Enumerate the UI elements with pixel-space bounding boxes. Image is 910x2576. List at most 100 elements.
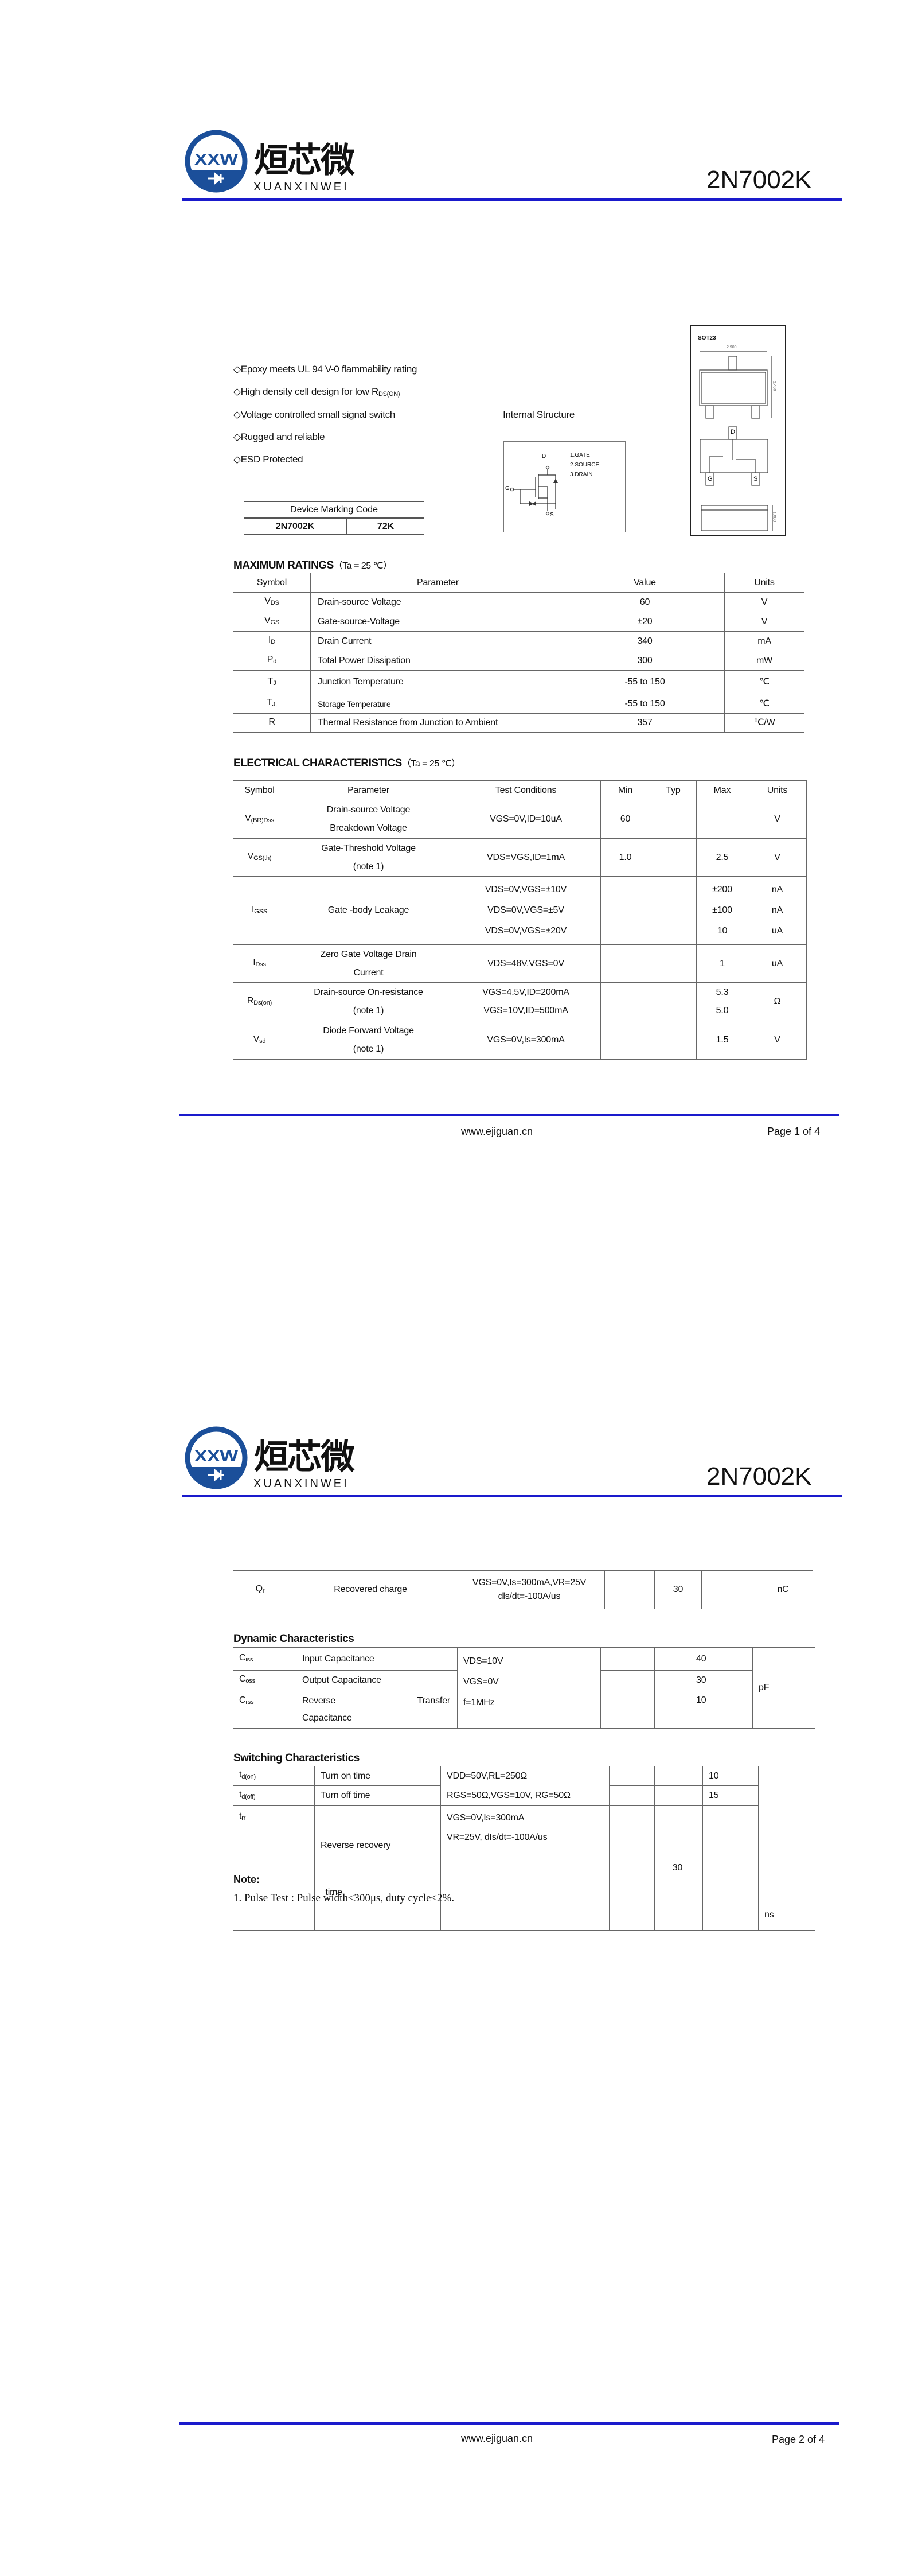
max-line: 10: [717, 926, 728, 936]
cond-cell: VDS=48V,VGS=0V: [451, 944, 601, 983]
symbol: I: [268, 635, 271, 645]
cond-cell: VGS=0V,ID=10uA: [451, 800, 601, 839]
max-line: 5.0: [716, 1006, 729, 1015]
value-cell: -55 to 150: [565, 670, 725, 694]
table-row: Coss Output Capacitance 30: [233, 1670, 815, 1690]
value-cell: 60: [565, 592, 725, 612]
max-cell: 30: [690, 1670, 753, 1690]
condition-line: VGS=0V,Is=300mA: [447, 1813, 525, 1823]
electrical-characteristics-table: Symbol Parameter Test Conditions Min Typ Max U…: [233, 780, 807, 1060]
cond-line: VGS=0V,Is=300mA: [487, 1035, 565, 1045]
unit-cell: uA: [748, 944, 807, 983]
parameter-text: Reverse recovery: [321, 1840, 391, 1850]
param-line: Current: [353, 967, 384, 978]
param-line: Zero Gate Voltage Drain: [320, 949, 417, 959]
min-cell: [600, 944, 650, 983]
section-condition: （Ta = 25 ℃）: [333, 561, 392, 571]
unit-cell: Ω: [748, 982, 807, 1021]
symbol: t: [239, 1811, 242, 1821]
max-line: 5.3: [716, 987, 729, 997]
switching-title: Switching Characteristics: [233, 1752, 360, 1764]
footer-url[interactable]: www.ejiguan.cn: [461, 1126, 533, 1137]
unit-line: nA: [771, 905, 783, 915]
parameter-cell: Output Capacitance: [296, 1670, 458, 1690]
symbol: C: [239, 1674, 246, 1684]
symbol-cell: trr: [233, 1805, 315, 1931]
value-cell: 357: [565, 713, 725, 733]
symbol-cell: td(on): [233, 1766, 315, 1786]
typ-cell: [654, 1785, 703, 1806]
internal-structure-title: Internal Structure: [503, 409, 575, 420]
max-cell: 10: [702, 1766, 759, 1786]
max-cell: 15: [702, 1785, 759, 1806]
typ-cell: [650, 1021, 697, 1060]
package-name: SOT23: [698, 335, 716, 341]
table-row: TJ, Storage Temperature -55 to 150 ℃: [233, 694, 804, 714]
value-cell: 300: [565, 651, 725, 671]
symbol-cell: Ciss: [233, 1647, 296, 1671]
feature-item: ◇High density cell design for low RDS(ON…: [233, 386, 400, 398]
param-line: (note 1): [353, 1006, 384, 1015]
feature-text: ◇High density cell design for low R: [233, 386, 378, 397]
cond-line: VDS=0V,VGS=±20V: [485, 926, 567, 936]
unit-cell: V: [724, 592, 804, 612]
footer-url[interactable]: www.ejiguan.cn: [461, 2433, 533, 2444]
pin-label-gate: G: [505, 485, 510, 492]
cond-line: VDS=48V,VGS=0V: [487, 958, 564, 968]
header-rule: [182, 1495, 842, 1497]
unit-cell: ℃/W: [724, 713, 804, 733]
symbol-cell: TJ: [233, 670, 311, 694]
symbol-subscript: sd: [259, 1037, 266, 1045]
package-pin-g: G: [708, 476, 713, 482]
package-pin-s: S: [753, 476, 758, 482]
typ-cell: [654, 1766, 703, 1786]
param-cell: Drain-source On-resistance (note 1): [286, 982, 451, 1021]
max-cell: 1: [696, 944, 748, 983]
max-cell: 1.5: [696, 1021, 748, 1060]
min-cell: [600, 1647, 655, 1671]
symbol-cell: VGS(th): [233, 838, 286, 877]
unit-cell: V: [748, 800, 807, 839]
min-cell: [600, 1670, 655, 1690]
min-line: 1.0: [619, 852, 632, 862]
table-row: R Thermal Resistance from Junction to Amb…: [233, 713, 804, 733]
param-line: Diode Forward Voltage: [323, 1026, 414, 1036]
electrical-title: ELECTRICAL CHARACTERISTICS（Ta = 25 ℃）: [233, 756, 460, 770]
parameter-cell: Recovered charge: [287, 1570, 454, 1609]
min-cell: [609, 1785, 655, 1806]
symbol-cell: Pd: [233, 651, 311, 671]
unit-line: V: [774, 814, 780, 824]
value-cell: ±20: [565, 612, 725, 632]
table-header-row: Symbol Parameter Test Conditions Min Typ Max U…: [233, 780, 807, 800]
column-header: Typ: [650, 780, 697, 800]
parameter-text: Reverse: [302, 1696, 336, 1706]
typ-cell: 30: [654, 1570, 702, 1609]
symbol-subscript: rr: [241, 1815, 246, 1822]
min-cell: [604, 1570, 655, 1609]
feature-text: ◇Rugged and reliable: [233, 431, 325, 442]
typ-cell: [650, 876, 697, 945]
parameter-text: time: [321, 1888, 342, 1897]
unit-cell: ℃: [724, 694, 804, 714]
symbol-cell: Coss: [233, 1670, 296, 1690]
parameter-cell: Storage Temperature: [310, 694, 565, 714]
symbol-cell: RDs(on): [233, 982, 286, 1021]
max-cell: 5.3 5.0: [696, 982, 748, 1021]
condition-line: f=1MHz: [463, 1698, 495, 1707]
value-cell: 340: [565, 631, 725, 651]
parameter-text: Transfer: [417, 1696, 451, 1706]
symbol: t: [239, 1770, 242, 1780]
header-rule: [182, 198, 842, 201]
symbol: T: [267, 676, 274, 686]
param-line: (note 1): [353, 861, 384, 871]
symbol: I: [252, 904, 255, 915]
section-heading: MAXIMUM RATINGS: [233, 559, 334, 571]
max-ratings-title: MAXIMUM RATINGS（Ta = 25 ℃）: [233, 558, 392, 572]
cond-cell: VGS=4.5V,ID=200mA VGS=10V,ID=500mA: [451, 982, 601, 1021]
device-marking-table: Device Marking Code 2N7002K 72K: [244, 501, 424, 535]
dimension-width: 2.900: [727, 345, 737, 349]
note-text: 1. Pulse Test : Pulse width≤300μs, duty …: [233, 1892, 455, 1904]
brand-name-chinese: 烜芯微: [254, 141, 355, 181]
symbol: C: [239, 1695, 246, 1705]
symbol: R: [247, 995, 254, 1006]
